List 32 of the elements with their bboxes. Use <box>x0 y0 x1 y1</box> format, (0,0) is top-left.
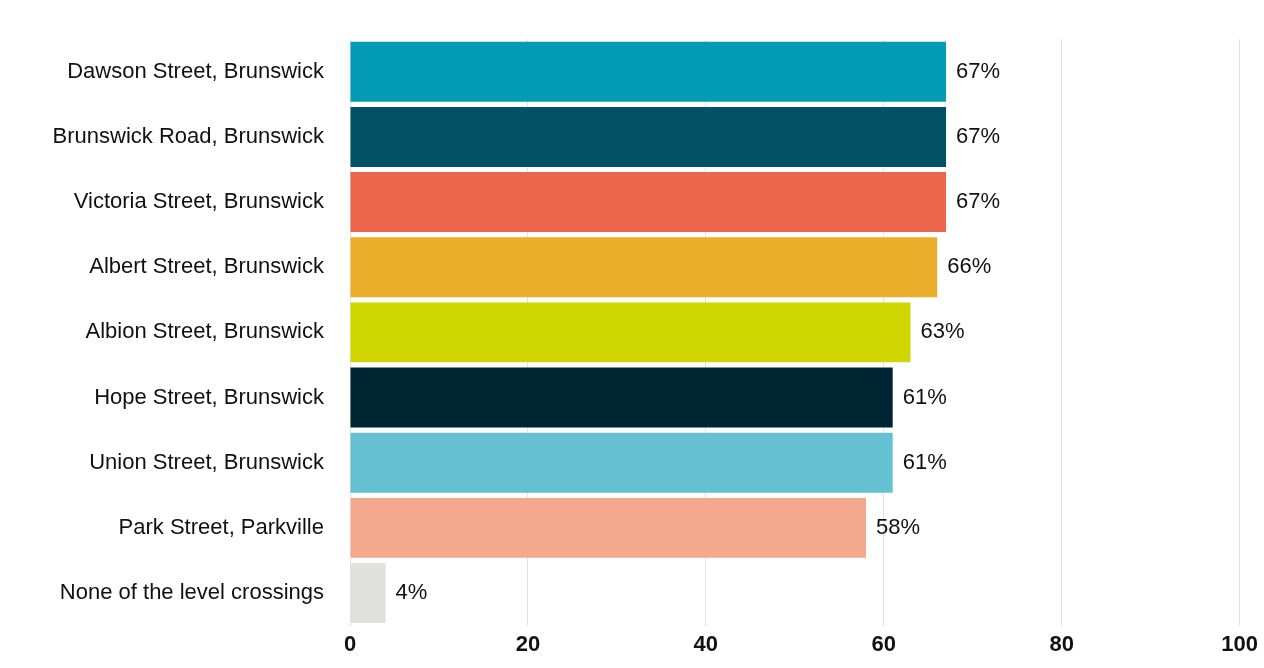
y-tick-label: Albert Street, Brunswick <box>89 253 325 279</box>
y-tick-label: Victoria Street, Brunswick <box>73 188 325 214</box>
x-tick-label: 20 <box>515 630 541 656</box>
x-tick-label: 0 <box>343 630 357 656</box>
bar <box>350 497 866 558</box>
x-tick-label: 40 <box>693 630 719 656</box>
data-label: 67% <box>956 188 1001 214</box>
x-tick-label: 100 <box>1221 630 1259 656</box>
y-tick-label: Union Street, Brunswick <box>89 448 325 474</box>
bar <box>350 367 893 428</box>
bar <box>350 302 911 363</box>
y-tick-label: Dawson Street, Brunswick <box>67 57 325 83</box>
bar <box>350 432 893 493</box>
data-label: 66% <box>947 253 992 279</box>
data-label: 61% <box>902 383 947 409</box>
data-label: 58% <box>876 513 921 539</box>
x-tick-label: 80 <box>1049 630 1074 656</box>
data-label: 63% <box>920 318 965 344</box>
y-tick-label: Albion Street, Brunswick <box>85 318 325 344</box>
y-tick-label: Brunswick Road, Brunswick <box>52 123 325 148</box>
y-tick-label: None of the level crossings <box>59 579 324 605</box>
bar <box>350 106 947 167</box>
bar <box>350 237 938 298</box>
data-label: 67% <box>956 57 1001 83</box>
x-tick-label: 60 <box>871 630 897 656</box>
data-label: 4% <box>395 579 428 605</box>
y-tick-label: Park Street, Parkville <box>118 513 324 539</box>
bar <box>350 172 947 233</box>
data-label: 67% <box>956 123 1001 148</box>
y-tick-label: Hope Street, Brunswick <box>94 383 325 409</box>
bar <box>350 41 947 102</box>
data-label: 61% <box>902 448 947 474</box>
